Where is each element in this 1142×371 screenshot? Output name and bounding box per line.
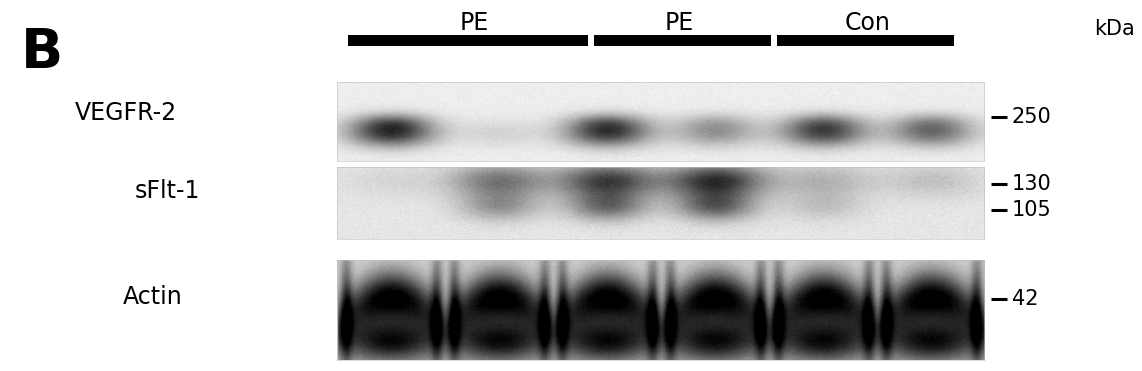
Text: PE: PE (665, 11, 694, 35)
Text: 130: 130 (1012, 174, 1052, 194)
Bar (777, 35, 954, 46)
Text: 42: 42 (1012, 289, 1038, 309)
Bar (594, 35, 771, 46)
Bar (348, 35, 588, 46)
Text: kDa: kDa (1094, 19, 1135, 39)
Text: B: B (21, 26, 63, 80)
Text: PE: PE (459, 11, 489, 35)
Text: Con: Con (845, 11, 891, 35)
Text: 250: 250 (1012, 107, 1052, 127)
Text: VEGFR-2: VEGFR-2 (75, 101, 177, 125)
Text: 105: 105 (1012, 200, 1052, 220)
Text: sFlt-1: sFlt-1 (135, 179, 200, 203)
Text: Actin: Actin (123, 285, 183, 309)
